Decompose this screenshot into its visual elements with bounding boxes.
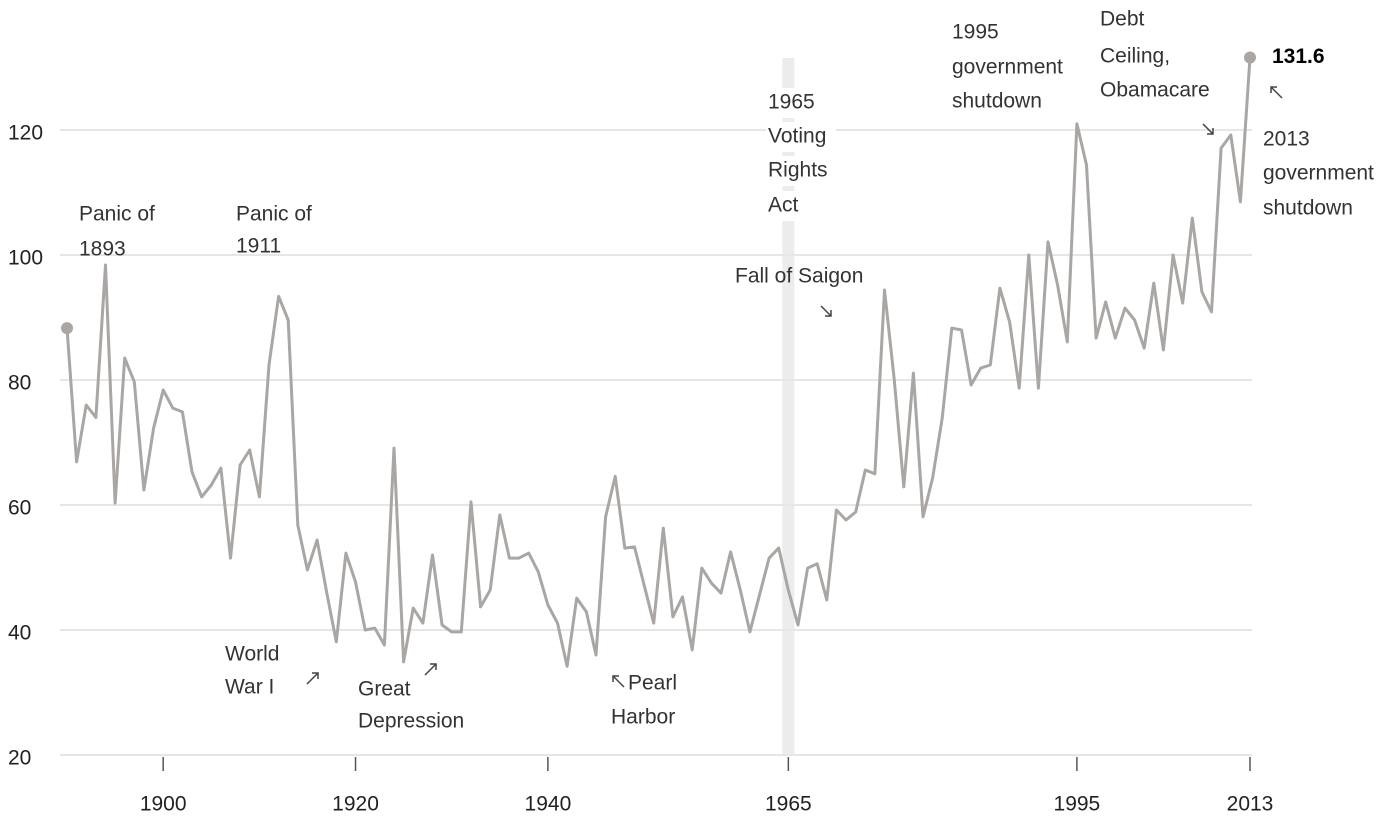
arrow — [1270, 86, 1283, 99]
arrow — [306, 672, 319, 685]
annotation: Rights — [768, 159, 828, 182]
y-tick-label: 100 — [8, 247, 43, 270]
y-tick-label: 120 — [8, 122, 43, 145]
annotation: government — [1263, 162, 1374, 185]
annotation-bg — [766, 88, 836, 118]
annotation: Panic of — [79, 203, 155, 226]
y-tick-label: 80 — [8, 372, 31, 395]
annotation: 2013 — [1263, 128, 1310, 151]
arrow — [820, 305, 832, 317]
y-tick-label: 40 — [8, 622, 31, 645]
x-tick-label: 1940 — [525, 793, 572, 816]
arrows — [306, 86, 1283, 688]
end-dot — [1244, 51, 1256, 64]
end-label: 131.6 — [1272, 45, 1325, 68]
x-tick-label: 1920 — [332, 793, 379, 816]
end-dot — [61, 322, 73, 335]
annotation-bg — [766, 156, 836, 186]
annotation: Fall of Saigon — [735, 265, 863, 288]
annotation: 1965 — [768, 91, 815, 114]
x-tick-label: 1995 — [1054, 793, 1101, 816]
annotation: Panic of — [236, 203, 312, 226]
annotation: government — [952, 56, 1063, 79]
x-tick-label: 1965 — [765, 793, 812, 816]
annotation: Pearl — [628, 672, 677, 695]
annotation: 1911 — [236, 235, 281, 258]
annotation: Harbor — [611, 706, 675, 729]
arrow — [612, 675, 625, 688]
annotation: World — [225, 643, 279, 666]
annotation: Obamacare — [1100, 79, 1210, 102]
annotation: Great — [358, 678, 411, 701]
arrow — [1202, 123, 1214, 135]
x-tick-label: 1900 — [140, 793, 187, 816]
annotation: 1995 — [952, 21, 999, 44]
annotation-bg — [766, 191, 836, 221]
x-tick-label: 2013 — [1227, 793, 1274, 816]
y-tick-label: 20 — [8, 747, 31, 770]
annotation: Debt — [1100, 8, 1145, 31]
y-tick-label: 60 — [8, 497, 31, 520]
annotation: shutdown — [952, 90, 1042, 113]
arrow — [424, 663, 437, 676]
annotation: 1893 — [79, 238, 126, 261]
annotation: Ceiling, — [1100, 45, 1170, 68]
annotation: Voting — [768, 125, 826, 148]
annotation: War I — [225, 676, 274, 699]
annotation-bg — [766, 122, 836, 152]
annotation: Act — [768, 194, 799, 217]
annotation: Depression — [358, 710, 464, 733]
line — [65, 57, 1252, 668]
annotation: shutdown — [1263, 197, 1353, 220]
